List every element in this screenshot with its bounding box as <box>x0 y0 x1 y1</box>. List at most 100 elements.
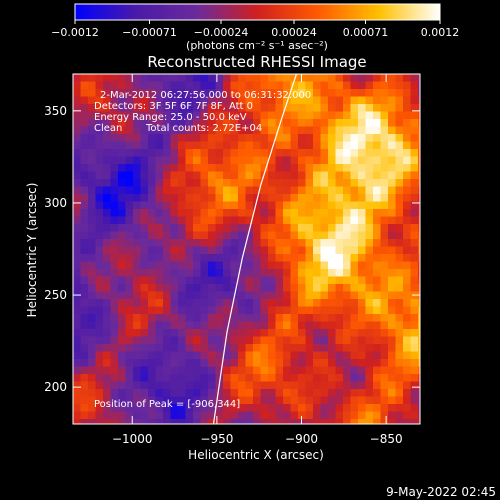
heatmap-cell <box>328 389 336 397</box>
heatmap-cell <box>200 201 209 210</box>
heatmap-cell <box>290 254 299 262</box>
heatmap-cell <box>320 374 329 382</box>
heatmap-cell <box>403 351 411 360</box>
heatmap-cell <box>373 164 381 172</box>
heatmap-cell <box>118 381 126 390</box>
heatmap-cell <box>223 291 231 300</box>
heatmap-cell <box>245 306 254 315</box>
heatmap-cell <box>298 201 306 210</box>
heatmap-cell <box>245 276 254 285</box>
heatmap-cell <box>193 411 201 420</box>
heatmap-cell <box>125 201 134 210</box>
heatmap-cell <box>73 224 81 232</box>
heatmap-cell <box>380 276 389 285</box>
heatmap-cell <box>73 321 81 330</box>
heatmap-cell <box>395 284 404 292</box>
heatmap-cell <box>283 314 291 322</box>
heatmap-cell <box>313 119 321 127</box>
heatmap-cell <box>275 389 284 397</box>
heatmap-cell <box>283 216 291 225</box>
heatmap-cell <box>298 164 306 172</box>
heatmap-cell <box>343 276 351 285</box>
heatmap-cell <box>395 179 404 187</box>
heatmap-cell <box>275 231 284 240</box>
heatmap-cell <box>88 179 96 187</box>
heatmap-cell <box>170 411 179 420</box>
heatmap-cell <box>350 351 359 360</box>
heatmap-cell <box>418 336 420 345</box>
heatmap-cell <box>88 381 96 390</box>
heatmap-cell <box>230 201 239 210</box>
heatmap-cell <box>268 344 276 352</box>
heatmap-cell <box>80 404 89 412</box>
heatmap-cell <box>328 336 336 345</box>
heatmap-cell <box>163 89 171 97</box>
heatmap-cell <box>305 381 314 390</box>
heatmap-cell <box>133 374 141 382</box>
heatmap-cell <box>328 239 336 247</box>
heatmap-cell <box>290 149 299 157</box>
heatmap-cell <box>80 344 89 352</box>
heatmap-cell <box>133 134 141 142</box>
heatmap-cell <box>170 389 179 397</box>
heatmap-cell <box>388 134 396 142</box>
heatmap-cell <box>80 261 89 270</box>
heatmap-cell <box>80 171 89 180</box>
heatmap-cell <box>140 321 149 330</box>
heatmap-cell <box>335 306 344 315</box>
heatmap-cell <box>73 126 81 135</box>
heatmap-cell <box>365 381 374 390</box>
heatmap-cell <box>230 186 239 195</box>
heatmap-cell <box>80 299 89 307</box>
heatmap-cell <box>185 246 194 255</box>
heatmap-cell <box>395 351 404 360</box>
heatmap-cell <box>260 299 269 307</box>
heatmap-cell <box>95 291 104 300</box>
heatmap-cell <box>245 351 254 360</box>
heatmap-cell <box>95 284 104 292</box>
heatmap-cell <box>350 336 359 345</box>
heatmap-cell <box>343 344 351 352</box>
heatmap-cell <box>298 411 306 420</box>
heatmap-cell <box>365 111 374 120</box>
heatmap-cell <box>290 141 299 150</box>
heatmap-cell <box>185 74 194 82</box>
heatmap-cell <box>140 194 149 202</box>
heatmap-cell <box>335 141 344 150</box>
heatmap-cell <box>403 156 411 165</box>
heatmap-cell <box>298 216 306 225</box>
heatmap-cell <box>388 344 396 352</box>
x-tick-label: −900 <box>285 432 318 446</box>
heatmap-cell <box>170 81 179 90</box>
heatmap-cell <box>80 179 89 187</box>
heatmap-cell <box>328 276 336 285</box>
heatmap-cell <box>403 231 411 240</box>
heatmap-cell <box>305 89 314 97</box>
heatmap-cell <box>208 291 216 300</box>
heatmap-cell <box>178 171 186 180</box>
heatmap-cell <box>290 111 299 120</box>
heatmap-cell <box>313 276 321 285</box>
heatmap-cell <box>208 374 216 382</box>
heatmap-cell <box>238 291 246 300</box>
heatmap-cell <box>103 224 111 232</box>
heatmap-cell <box>223 111 231 120</box>
heatmap-cell <box>163 179 171 187</box>
heatmap-cell <box>388 261 396 270</box>
heatmap-cell <box>238 329 246 337</box>
heatmap-cell <box>305 254 314 262</box>
heatmap-cell <box>298 134 306 142</box>
heatmap-cell <box>223 269 231 277</box>
heatmap-cell <box>388 126 396 135</box>
heatmap-cell <box>88 351 96 360</box>
heatmap-cell <box>185 179 194 187</box>
heatmap-cell <box>133 209 141 217</box>
heatmap-cell <box>148 246 156 255</box>
heatmap-cell <box>380 246 389 255</box>
heatmap-cell <box>208 261 216 270</box>
heatmap-cell <box>193 194 201 202</box>
heatmap-cell <box>253 396 261 405</box>
heatmap-cell <box>80 389 89 397</box>
heatmap-cell <box>290 359 299 367</box>
heatmap-cell <box>328 359 336 367</box>
